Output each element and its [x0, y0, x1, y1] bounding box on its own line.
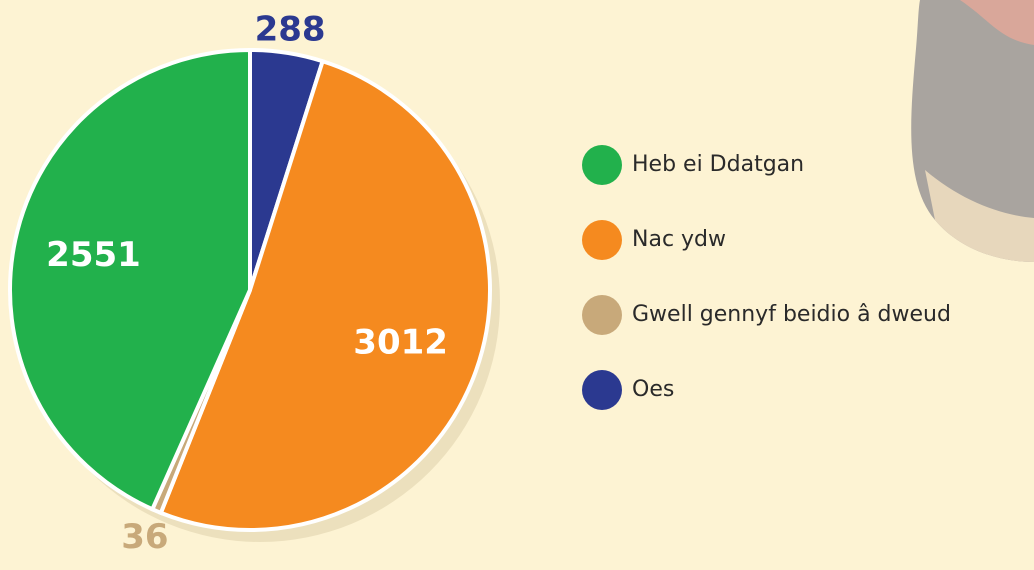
- legend-marker: [582, 220, 622, 260]
- legend-label: Gwell gennyf beidio â dweud: [632, 302, 951, 327]
- legend-marker: [582, 145, 622, 185]
- legend-label: Nac ydw: [632, 227, 726, 252]
- value-label: 3012: [353, 322, 448, 362]
- value-label: 2551: [46, 235, 141, 275]
- legend-marker: [582, 295, 622, 335]
- pie: [10, 50, 490, 530]
- chart: Heb ei Ddatgan Nac ydw Gwell gennyf beidio…: [0, 0, 1034, 570]
- value-label: 288: [255, 10, 326, 50]
- legend-label: Heb ei Ddatgan: [632, 152, 804, 177]
- value-label: 36: [121, 517, 168, 557]
- legend-marker: [582, 370, 622, 410]
- legend-label: Oes: [632, 377, 674, 402]
